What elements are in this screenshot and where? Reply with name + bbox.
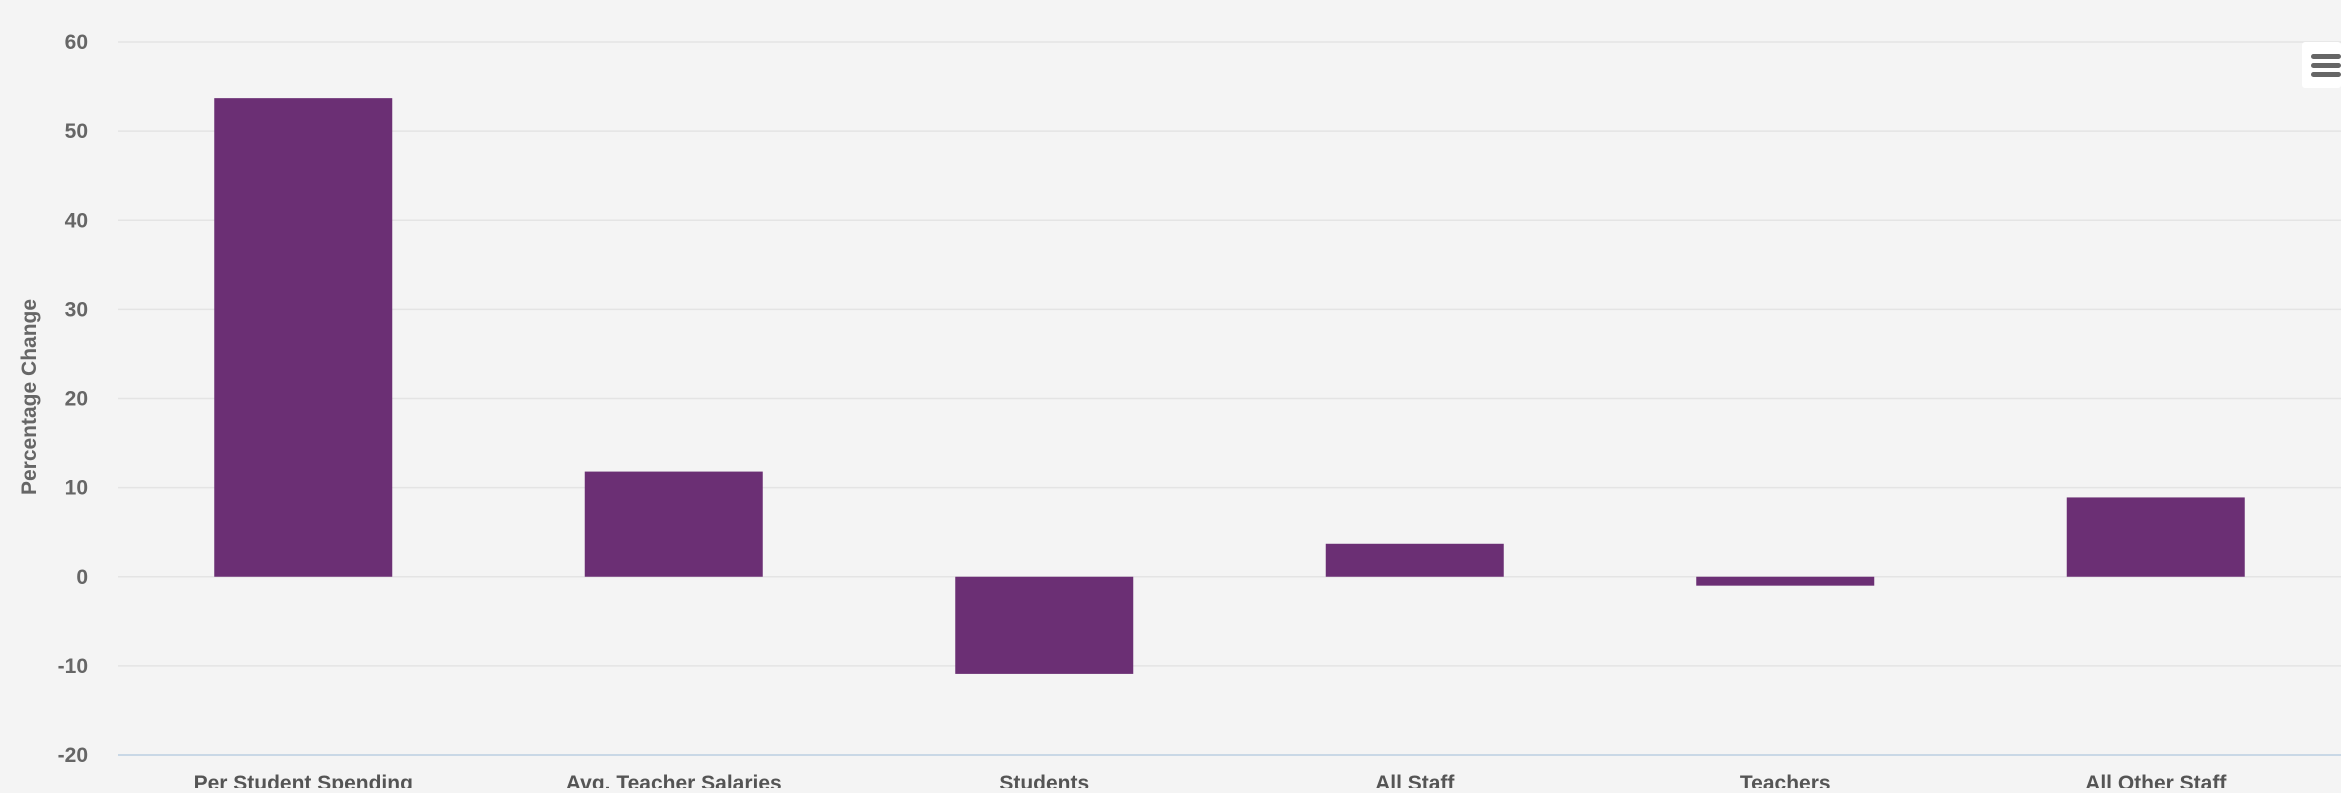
y-tick-label: 0 [76,566,88,589]
y-tick-label: -20 [58,744,88,767]
gridlines [118,41,2341,756]
bar[interactable] [584,471,763,577]
x-category-label: Teachers [1740,772,1831,788]
x-category-label: All Other Staff [2085,772,2227,788]
hamburger-menu-icon-line [2311,72,2341,77]
hamburger-menu-icon [2311,54,2341,59]
y-tick-label: -10 [58,655,88,678]
bar[interactable] [1325,543,1504,577]
x-axis-categories: Per Student Spending Avg. Teacher Salarie… [194,772,2228,793]
bar[interactable] [214,98,393,577]
y-axis-ticks: -20 -10 0 10 20 30 40 50 60 [58,31,88,767]
x-category-label: Avg. Teacher Salaries [566,772,782,788]
y-tick-label: 20 [65,388,88,411]
bar[interactable] [1696,576,1875,586]
x-category-label: Per Student Spending [194,772,413,788]
x-category-label: All Staff [1375,772,1455,788]
chart-context-menu-button[interactable] [2302,42,2341,88]
y-axis-title: Percentage Change [18,299,41,495]
bar-series [214,98,2245,674]
bar[interactable] [955,576,1134,674]
y-tick-label: 10 [65,477,88,500]
x-category-label: Students [999,772,1089,788]
hamburger-menu-icon-line [2311,63,2341,68]
y-tick-label: 60 [65,31,88,54]
y-tick-label: 40 [65,209,88,232]
y-tick-label: 30 [65,298,88,321]
y-tick-label: 50 [65,120,88,143]
bar[interactable] [2066,497,2245,577]
